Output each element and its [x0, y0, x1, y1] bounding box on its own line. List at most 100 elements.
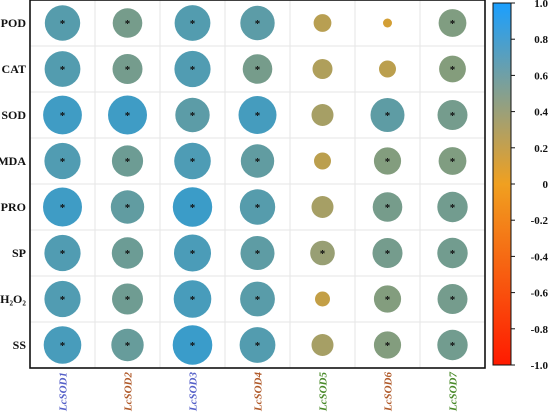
- significance-marker: *: [450, 156, 456, 168]
- correlation-circle: [43, 326, 82, 364]
- significance-marker: *: [450, 340, 456, 352]
- significance-marker: *: [255, 110, 261, 122]
- significance-marker: *: [60, 110, 66, 122]
- colorbar-tick-label: 1.0: [534, 0, 548, 10]
- correlation-circle: [110, 190, 145, 224]
- significance-marker: *: [320, 248, 326, 260]
- correlation-circle: [373, 331, 402, 359]
- significance-marker: *: [450, 202, 456, 214]
- significance-marker: *: [125, 64, 131, 76]
- cells: * * * * * * * * * * * * * * * * * * * * * * * * * * * * * * * * * * * * * * * *…: [43, 5, 468, 365]
- correlation-circle: [437, 100, 468, 130]
- correlation-circle: [315, 291, 330, 307]
- significance-marker: *: [385, 248, 391, 260]
- correlation-circle: [438, 147, 467, 175]
- significance-marker: *: [385, 156, 391, 168]
- grid-lines: [30, 0, 485, 368]
- correlation-circle: [172, 187, 213, 227]
- correlation-circle: [112, 283, 143, 315]
- correlation-circle: [314, 152, 331, 170]
- significance-marker: *: [255, 340, 261, 352]
- significance-marker: *: [190, 156, 196, 168]
- correlation-circle: [239, 189, 276, 225]
- plot-frame: [29, 0, 486, 369]
- significance-marker: *: [255, 294, 261, 306]
- correlation-circle: [311, 104, 334, 126]
- correlation-circle: [311, 196, 334, 218]
- significance-marker: *: [125, 340, 131, 352]
- row-label: SS: [13, 338, 27, 352]
- correlation-circle: [174, 5, 211, 41]
- significance-marker: *: [60, 18, 66, 30]
- significance-marker: *: [255, 64, 261, 76]
- significance-marker: *: [385, 340, 391, 352]
- correlation-circle: [312, 59, 333, 79]
- correlation-circle: [438, 9, 467, 37]
- colorbar-tick-label: -0.6: [531, 288, 549, 300]
- significance-marker: *: [60, 64, 66, 76]
- significance-marker: *: [255, 248, 261, 260]
- correlation-circle: [310, 240, 335, 266]
- column-label: LcSOD5: [318, 372, 330, 413]
- colorbar-tick-label: -0.8: [531, 324, 549, 336]
- correlation-circle: [238, 96, 277, 134]
- significance-marker: *: [385, 110, 391, 122]
- correlation-circle: [370, 98, 405, 132]
- significance-marker: *: [190, 64, 196, 76]
- correlation-circle: [437, 191, 468, 223]
- correlation-circle: [437, 237, 468, 269]
- colorbar-tick-label: 0.2: [534, 143, 548, 155]
- correlation-circle: [240, 281, 275, 317]
- row-label: SOD: [1, 108, 26, 122]
- column-label: LcSOD6: [383, 372, 395, 413]
- correlation-circle: [439, 55, 466, 83]
- correlation-circle: [383, 18, 392, 28]
- correlation-circle: [111, 328, 144, 362]
- correlation-circle: [173, 280, 212, 318]
- column-label: LcSOD1: [58, 372, 70, 412]
- row-label: POD: [1, 16, 27, 30]
- significance-marker: *: [190, 110, 196, 122]
- column-label: LcSOD4: [253, 372, 265, 413]
- correlation-circle: [174, 142, 211, 180]
- colorbar-tick-label: 0: [543, 179, 549, 191]
- significance-marker: *: [125, 202, 131, 214]
- colorbar-tick-label: 0.6: [534, 70, 548, 82]
- significance-marker: *: [190, 294, 196, 306]
- significance-marker: *: [450, 18, 456, 30]
- correlation-circle: [172, 325, 213, 365]
- significance-marker: *: [190, 340, 196, 352]
- colorbar-tick-label: 0.4: [534, 107, 548, 119]
- column-labels: LcSOD1 LcSOD2 LcSOD3 LcSOD4 LcSOD5 LcSOD6 LcSO…: [58, 372, 460, 413]
- significance-marker: *: [450, 294, 456, 306]
- correlation-circle: [44, 234, 81, 272]
- colorbar-tick-label: -0.4: [531, 251, 549, 263]
- colorbar-tick-label: -1.0: [531, 360, 549, 372]
- significance-marker: *: [60, 248, 66, 260]
- row-label: H₂O₂: [0, 292, 26, 306]
- significance-marker: *: [450, 248, 456, 260]
- correlation-circle: [174, 50, 211, 88]
- row-label: SP: [12, 246, 26, 260]
- colorbar-tick-label: 0.8: [534, 34, 548, 46]
- significance-marker: *: [60, 156, 66, 168]
- correlation-circle: [43, 95, 82, 135]
- correlation-circle: [112, 8, 143, 38]
- colorbar: 1.0 0.8 0.6 0.4 0.2 0 -0.2 -0.4 -0.6 -0.8 -1.0: [492, 0, 549, 372]
- correlation-circle: [43, 187, 82, 227]
- significance-marker: *: [255, 202, 261, 214]
- significance-marker: *: [450, 110, 456, 122]
- column-label: LcSOD2: [123, 372, 135, 413]
- correlation-circle: [240, 236, 275, 270]
- column-label: LcSOD7: [448, 372, 460, 413]
- colorbar-tick-label: -0.2: [531, 215, 549, 227]
- significance-marker: *: [255, 18, 261, 30]
- significance-marker: *: [125, 18, 131, 30]
- significance-marker: *: [385, 294, 391, 306]
- significance-marker: *: [190, 18, 196, 30]
- correlation-circle: [313, 14, 332, 32]
- correlation-circle: [111, 145, 144, 177]
- significance-marker: *: [125, 110, 131, 122]
- correlation-circle: [437, 284, 468, 314]
